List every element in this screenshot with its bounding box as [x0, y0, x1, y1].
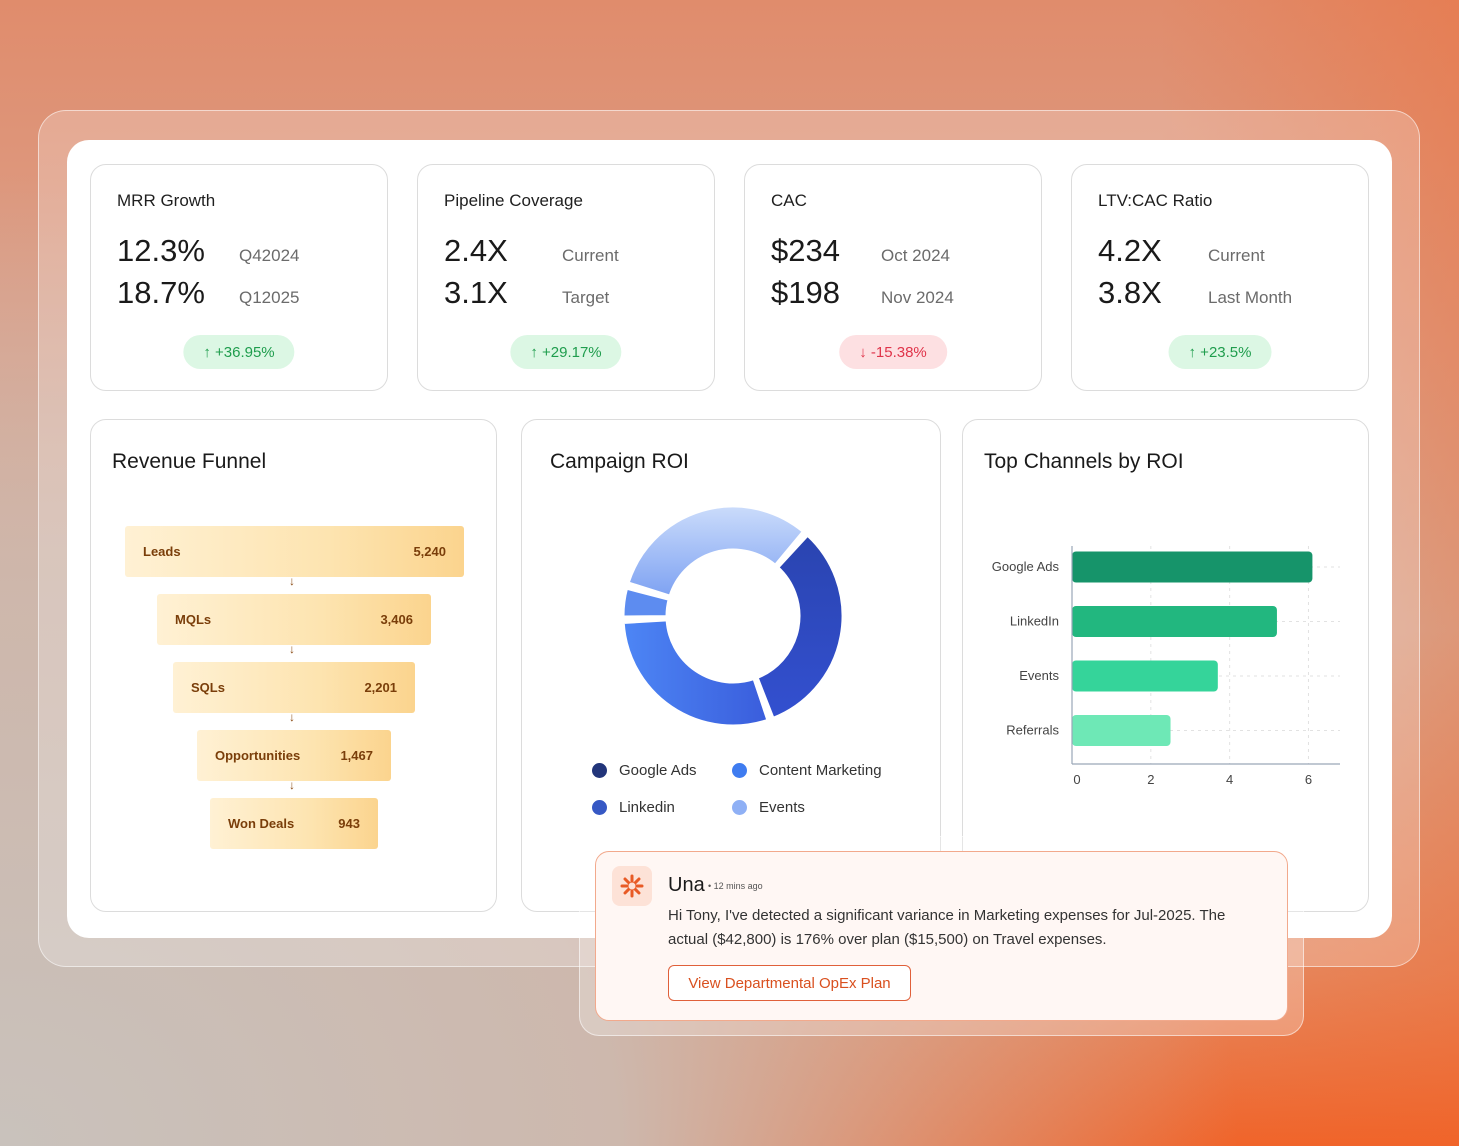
donut-slice-content-marketing — [621, 618, 770, 728]
top-channels-card: Top Channels by ROI Google Ads LinkedIn Ev… — [962, 419, 1369, 912]
legend-dot — [592, 800, 607, 815]
funnel-stage: Won Deals 943 — [210, 798, 378, 849]
legend-item: Linkedin — [592, 799, 675, 816]
bar-google-ads — [1072, 551, 1313, 583]
legend-dot — [732, 800, 747, 815]
kpi-label-1: Current — [1208, 246, 1265, 265]
kpi-value-1: 12.3% — [117, 233, 205, 268]
asterisk-logo-icon — [620, 874, 644, 898]
section-title: Revenue Funnel — [112, 450, 267, 473]
funnel-stage-label: Opportunities — [215, 748, 301, 763]
legend-label: Events — [759, 799, 805, 816]
kpi-change-badge: ↓ -15.38% — [839, 335, 947, 369]
kpi-value-1: $234 — [771, 233, 840, 268]
funnel-stage: MQLs 3,406 — [157, 594, 431, 645]
category-label: Google Ads — [992, 559, 1060, 574]
kpi-value-1: 2.4X — [444, 233, 508, 268]
kpi-title: MRR Growth — [117, 191, 216, 210]
legend-label: Google Ads — [619, 762, 697, 779]
category-label: Events — [1019, 668, 1059, 683]
section-title: Top Channels by ROI — [984, 450, 1184, 473]
funnel-stage: SQLs 2,201 — [173, 662, 415, 713]
kpi-value-2: 18.7% — [117, 275, 205, 310]
kpi-card-pipeline-coverage: Pipeline Coverage 2.4X Current 3.1X Targ… — [417, 164, 715, 391]
kpi-label-1: Current — [562, 246, 619, 265]
arrow-down-icon: ↓ — [289, 710, 295, 724]
donut-slice-google-ads — [755, 533, 845, 720]
legend-dot — [592, 763, 607, 778]
bar-events — [1072, 660, 1218, 692]
kpi-title: LTV:CAC Ratio — [1098, 191, 1213, 210]
tick-label: 4 — [1226, 772, 1233, 787]
funnel-stage-value: 3,406 — [380, 612, 413, 627]
bar-referrals — [1072, 715, 1171, 746]
legend-item: Google Ads — [592, 762, 697, 779]
kpi-value-2: 3.1X — [444, 275, 508, 310]
kpi-card-ltv-cac-ratio: LTV:CAC Ratio 4.2X Current 3.8X Last Mon… — [1071, 164, 1369, 391]
arrow-down-icon: ↓ — [289, 574, 295, 588]
arrow-down-icon: ↓ — [289, 642, 295, 656]
kpi-value-2: $198 — [771, 275, 840, 310]
kpi-title: CAC — [771, 191, 807, 210]
legend-dot — [732, 763, 747, 778]
kpi-label-2: Q12025 — [239, 288, 300, 307]
tick-label: 2 — [1147, 772, 1154, 787]
kpi-card-cac: CAC $234 Oct 2024 $198 Nov 2024 ↓ -15.38… — [744, 164, 1042, 391]
funnel-stage: Opportunities 1,467 — [197, 730, 391, 781]
funnel-stage-label: MQLs — [175, 612, 212, 627]
assistant-avatar — [612, 866, 652, 906]
campaign-roi-card: Campaign ROI Google Ads Content Marketin… — [521, 419, 941, 912]
legend-label: Linkedin — [619, 799, 675, 816]
view-opex-plan-button[interactable]: View Departmental OpEx Plan — [668, 965, 911, 1001]
notification-toast: Una • 12 mins ago Hi Tony, I've detected… — [595, 851, 1288, 1021]
kpi-change-badge: ↑ +36.95% — [183, 335, 295, 369]
kpi-card-mrr-growth: MRR Growth 12.3% Q42024 18.7% Q12025 ↑ +… — [90, 164, 388, 391]
kpi-label-2: Nov 2024 — [881, 288, 954, 307]
kpi-change-badge: ↑ +29.17% — [510, 335, 622, 369]
kpi-title: Pipeline Coverage — [444, 191, 583, 210]
donut-slice-linkedin — [621, 586, 671, 619]
kpi-change-badge: ↑ +23.5% — [1168, 335, 1272, 369]
legend-item: Content Marketing — [732, 762, 882, 779]
funnel-stage-value: 5,240 — [413, 544, 446, 559]
funnel-stage-label: Won Deals — [228, 816, 295, 831]
top-channels-bar-chart: Google Ads LinkedIn Events Referrals 0 2 4 6 — [992, 546, 1340, 787]
category-label: LinkedIn — [1010, 614, 1059, 629]
kpi-label-2: Last Month — [1208, 288, 1293, 307]
campaign-roi-donut — [621, 504, 845, 728]
funnel-stage-value: 1,467 — [340, 748, 373, 763]
funnel-stage-value: 2,201 — [364, 680, 397, 695]
kpi-value-1: 4.2X — [1098, 233, 1162, 268]
funnel-stage-label: SQLs — [191, 680, 225, 695]
funnel-stage-label: Leads — [143, 544, 181, 559]
legend-label: Content Marketing — [759, 762, 882, 779]
section-title: Campaign ROI — [550, 450, 689, 473]
tick-label: 6 — [1305, 772, 1312, 787]
tick-label: 0 — [1073, 772, 1080, 787]
bar-linkedin — [1072, 606, 1277, 637]
category-label: Referrals — [1006, 723, 1059, 738]
funnel-stage-value: 943 — [338, 816, 360, 831]
legend-item: Events — [732, 799, 805, 816]
kpi-label-1: Oct 2024 — [881, 246, 950, 265]
revenue-funnel-card: Revenue Funnel Leads 5,240 ↓ MQLs 3,406 … — [90, 419, 497, 912]
kpi-label-1: Q42024 — [239, 246, 300, 265]
kpi-label-2: Target — [562, 288, 610, 307]
arrow-down-icon: ↓ — [289, 778, 295, 792]
donut-slice-events — [626, 504, 805, 598]
timestamp: • 12 mins ago — [708, 881, 763, 891]
kpi-value-2: 3.8X — [1098, 275, 1162, 310]
assistant-name: Una — [668, 874, 705, 896]
notification-message: Hi Tony, I've detected a significant var… — [668, 907, 1226, 948]
funnel-stage: Leads 5,240 — [125, 526, 464, 577]
